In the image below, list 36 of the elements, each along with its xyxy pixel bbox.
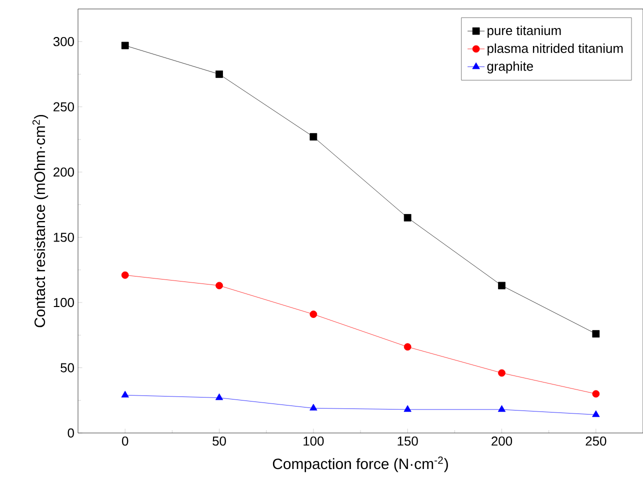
legend-label: plasma nitrided titanium bbox=[488, 43, 623, 56]
point bbox=[121, 390, 129, 398]
point bbox=[498, 369, 506, 377]
point bbox=[121, 42, 129, 50]
point bbox=[216, 70, 223, 78]
x-tick-label: 0 bbox=[122, 436, 128, 446]
point bbox=[404, 343, 412, 351]
point bbox=[310, 404, 318, 410]
y-tick-label: 150 bbox=[54, 232, 74, 242]
point bbox=[121, 271, 129, 279]
x-tick-label: 150 bbox=[398, 436, 418, 446]
point bbox=[498, 282, 506, 290]
point bbox=[592, 410, 600, 418]
x-axis-title: Compaction force (N·cm$^{-2}$) bbox=[272, 456, 448, 472]
x-tick-label: 250 bbox=[586, 436, 606, 446]
y-tick-label: 250 bbox=[54, 102, 74, 112]
point bbox=[592, 390, 600, 398]
y-tick-label: 200 bbox=[54, 167, 74, 177]
point bbox=[310, 310, 318, 318]
legend-label: pure titanium bbox=[488, 26, 561, 38]
point bbox=[216, 282, 223, 290]
x-tick-label: 200 bbox=[492, 436, 512, 446]
x-tick-label: 100 bbox=[304, 436, 324, 446]
y-axis-title: Contact resistance (mOhm·cm$^{2}$) bbox=[32, 114, 48, 328]
y-tick-label: 300 bbox=[53, 37, 74, 46]
y-tick-label: 100 bbox=[54, 298, 74, 308]
point bbox=[215, 393, 224, 400]
point bbox=[592, 330, 600, 338]
y-tick-label: 50 bbox=[60, 363, 74, 372]
point bbox=[310, 133, 318, 141]
x-tick-label: 50 bbox=[212, 436, 226, 446]
point bbox=[404, 214, 412, 222]
y-tick-label: 0 bbox=[68, 428, 74, 438]
legend-label: graphite bbox=[487, 61, 533, 74]
point bbox=[404, 405, 412, 412]
point bbox=[498, 405, 506, 412]
